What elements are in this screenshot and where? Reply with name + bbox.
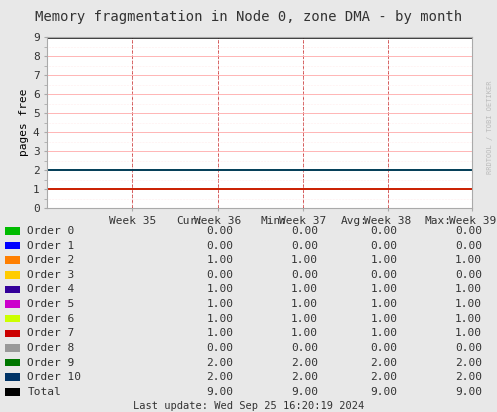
Text: Order 10: Order 10 (27, 372, 82, 382)
Text: Total: Total (27, 387, 61, 397)
Text: 0.00: 0.00 (455, 343, 482, 353)
Text: 1.00: 1.00 (371, 284, 398, 295)
Text: 0.00: 0.00 (207, 270, 234, 280)
Text: 2.00: 2.00 (371, 372, 398, 382)
Text: Order 9: Order 9 (27, 358, 75, 368)
Text: 9.00: 9.00 (371, 387, 398, 397)
Text: 0.00: 0.00 (455, 270, 482, 280)
Text: 0.00: 0.00 (455, 226, 482, 236)
Text: 0.00: 0.00 (207, 343, 234, 353)
Text: 0.00: 0.00 (371, 343, 398, 353)
Text: Order 3: Order 3 (27, 270, 75, 280)
Text: Order 0: Order 0 (27, 226, 75, 236)
Text: 9.00: 9.00 (207, 387, 234, 397)
Text: 0.00: 0.00 (291, 241, 318, 250)
Text: Avg:: Avg: (340, 216, 367, 226)
Text: 1.00: 1.00 (455, 255, 482, 265)
Text: 1.00: 1.00 (207, 255, 234, 265)
Text: 0.00: 0.00 (207, 226, 234, 236)
Text: Last update: Wed Sep 25 16:20:19 2024: Last update: Wed Sep 25 16:20:19 2024 (133, 401, 364, 412)
Text: 1.00: 1.00 (207, 299, 234, 309)
Text: 2.00: 2.00 (291, 372, 318, 382)
Text: 1.00: 1.00 (371, 328, 398, 338)
Text: RRDTOOL / TOBI OETIKER: RRDTOOL / TOBI OETIKER (487, 81, 493, 174)
Text: Min:: Min: (261, 216, 288, 226)
Text: 1.00: 1.00 (455, 314, 482, 324)
Text: 0.00: 0.00 (371, 241, 398, 250)
Text: 0.00: 0.00 (207, 241, 234, 250)
Text: Order 7: Order 7 (27, 328, 75, 338)
Text: 1.00: 1.00 (291, 255, 318, 265)
Text: Order 4: Order 4 (27, 284, 75, 295)
Text: 2.00: 2.00 (291, 358, 318, 368)
Text: 0.00: 0.00 (455, 241, 482, 250)
Text: 2.00: 2.00 (455, 372, 482, 382)
Text: 1.00: 1.00 (291, 314, 318, 324)
Text: Order 8: Order 8 (27, 343, 75, 353)
Text: 2.00: 2.00 (207, 372, 234, 382)
Text: Cur:: Cur: (176, 216, 203, 226)
Text: Order 6: Order 6 (27, 314, 75, 324)
Text: 1.00: 1.00 (371, 255, 398, 265)
Text: 1.00: 1.00 (371, 299, 398, 309)
Text: 9.00: 9.00 (455, 387, 482, 397)
Text: Order 1: Order 1 (27, 241, 75, 250)
Text: 2.00: 2.00 (455, 358, 482, 368)
Text: 0.00: 0.00 (371, 226, 398, 236)
Text: Max:: Max: (425, 216, 452, 226)
Y-axis label: pages free: pages free (19, 89, 29, 156)
Text: Memory fragmentation in Node 0, zone DMA - by month: Memory fragmentation in Node 0, zone DMA… (35, 10, 462, 24)
Text: 0.00: 0.00 (291, 343, 318, 353)
Text: Order 2: Order 2 (27, 255, 75, 265)
Text: 1.00: 1.00 (207, 328, 234, 338)
Text: Order 5: Order 5 (27, 299, 75, 309)
Text: 1.00: 1.00 (207, 284, 234, 295)
Text: 1.00: 1.00 (455, 299, 482, 309)
Text: 9.00: 9.00 (291, 387, 318, 397)
Text: 2.00: 2.00 (207, 358, 234, 368)
Text: 0.00: 0.00 (371, 270, 398, 280)
Text: 1.00: 1.00 (291, 299, 318, 309)
Text: 1.00: 1.00 (455, 328, 482, 338)
Text: 1.00: 1.00 (207, 314, 234, 324)
Text: 1.00: 1.00 (455, 284, 482, 295)
Text: 0.00: 0.00 (291, 270, 318, 280)
Text: 1.00: 1.00 (291, 284, 318, 295)
Text: 2.00: 2.00 (371, 358, 398, 368)
Text: 1.00: 1.00 (371, 314, 398, 324)
Text: 1.00: 1.00 (291, 328, 318, 338)
Text: 0.00: 0.00 (291, 226, 318, 236)
